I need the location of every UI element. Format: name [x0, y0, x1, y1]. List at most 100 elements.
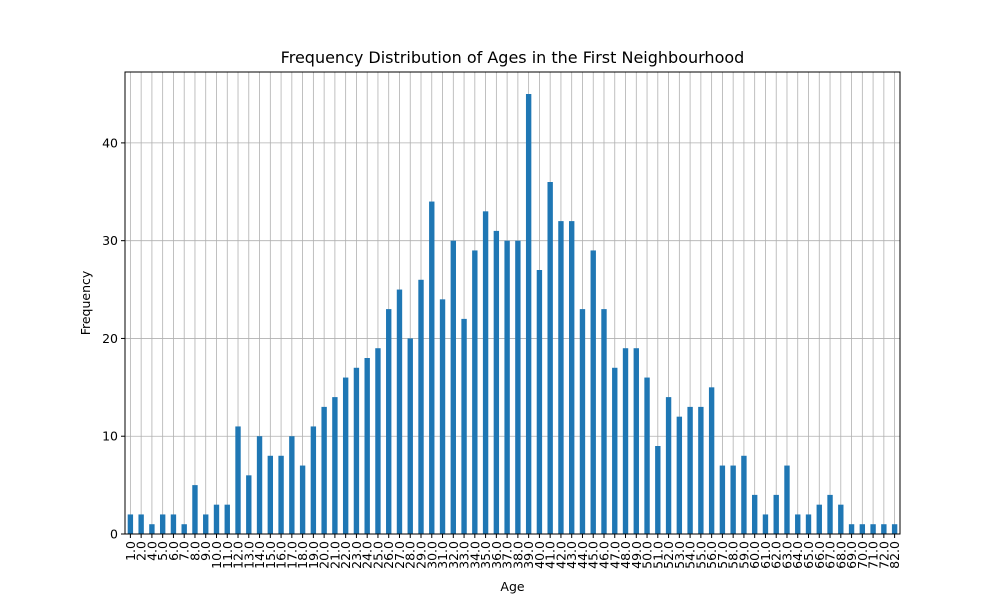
bar [235, 426, 241, 534]
bar [773, 494, 779, 534]
x-tick-label: 8.0 [187, 541, 202, 561]
bar [719, 465, 726, 534]
bar [558, 221, 564, 534]
bar [203, 514, 209, 534]
x-tick-label: 21.0 [327, 541, 342, 569]
y-axis-label: Frequency [78, 270, 93, 335]
bar [891, 524, 898, 534]
bar [170, 514, 177, 534]
bar [655, 446, 661, 534]
bar [601, 309, 607, 534]
bar [342, 377, 349, 534]
bar [504, 240, 510, 534]
x-tick-label: 44.0 [575, 541, 590, 569]
x-tick-label: 33.0 [457, 541, 472, 569]
x-tick-label: 22.0 [338, 541, 353, 569]
x-axis-ticks: 1.02.04.05.06.07.08.09.010.011.012.013.0… [123, 534, 902, 569]
x-tick-label: 57.0 [715, 541, 730, 569]
bar [138, 514, 144, 534]
x-tick-label: 67.0 [823, 541, 838, 569]
x-tick-label: 55.0 [693, 541, 708, 569]
bar [870, 524, 876, 534]
x-axis-label: Age [500, 579, 524, 594]
bar [439, 299, 446, 534]
bar [429, 201, 435, 535]
bar [289, 436, 295, 534]
bar [784, 465, 790, 534]
x-tick-label: 41.0 [543, 541, 558, 569]
bar [622, 348, 629, 534]
bar [461, 318, 467, 534]
x-tick-label: 31.0 [435, 541, 450, 569]
bar [213, 504, 220, 534]
bar [375, 348, 381, 534]
bar [687, 406, 693, 534]
bar [741, 455, 747, 534]
x-tick-label: 5.0 [155, 541, 170, 561]
x-tick-label: 63.0 [779, 541, 794, 569]
x-tick-label: 35.0 [478, 541, 493, 569]
bar [310, 426, 317, 534]
bar [256, 436, 263, 534]
bar [472, 250, 478, 534]
x-tick-label: 6.0 [166, 541, 181, 561]
bar [676, 416, 683, 534]
bar [547, 182, 553, 534]
bar [762, 514, 769, 534]
bar [515, 240, 521, 534]
x-tick-label: 26.0 [381, 541, 396, 569]
x-tick-label: 36.0 [489, 541, 504, 569]
bar [278, 455, 284, 534]
x-tick-label: 1.0 [123, 541, 138, 561]
x-tick-label: 69.0 [844, 541, 859, 569]
x-tick-label: 56.0 [704, 541, 719, 569]
x-tick-label: 34.0 [467, 541, 482, 569]
bar [159, 514, 166, 534]
x-tick-label: 42.0 [553, 541, 568, 569]
bar [450, 240, 456, 534]
x-tick-label: 43.0 [564, 541, 579, 569]
x-tick-label: 13.0 [241, 541, 256, 569]
bar [579, 309, 586, 534]
x-tick-label: 7.0 [177, 541, 192, 561]
x-gridlines [129, 72, 896, 534]
x-tick-label: 59.0 [736, 541, 751, 569]
bar [730, 465, 736, 534]
x-tick-label: 28.0 [403, 541, 418, 569]
bar [612, 367, 618, 534]
x-tick-label: 20.0 [317, 541, 332, 569]
x-tick-label: 37.0 [500, 541, 515, 569]
x-tick-label: 60.0 [747, 541, 762, 569]
x-tick-label: 82.0 [887, 541, 902, 569]
bar [493, 230, 500, 534]
x-tick-label: 15.0 [263, 541, 278, 569]
x-tick-label: 46.0 [596, 541, 611, 569]
x-tick-label: 49.0 [629, 541, 644, 569]
bar [795, 514, 801, 534]
bar [536, 270, 543, 534]
x-tick-label: 52.0 [661, 541, 676, 569]
bar [332, 397, 338, 534]
x-tick-label: 62.0 [769, 541, 784, 569]
x-tick-label: 50.0 [640, 541, 655, 569]
bar [805, 514, 812, 534]
y-tick-label: 30 [102, 233, 118, 248]
bar [708, 387, 715, 534]
x-tick-label: 47.0 [607, 541, 622, 569]
bar [590, 250, 596, 534]
y-tick-label: 0 [110, 527, 118, 542]
bar [386, 309, 392, 534]
x-tick-label: 4.0 [144, 541, 159, 561]
bar [848, 524, 855, 534]
x-tick-label: 24.0 [360, 541, 375, 569]
plot-frame [124, 71, 901, 535]
bar [321, 406, 327, 534]
x-tick-label: 72.0 [876, 541, 891, 569]
chart-title: Frequency Distribution of Ages in the Fi… [281, 48, 745, 67]
bar [816, 504, 822, 534]
x-tick-label: 10.0 [209, 541, 224, 569]
bar [827, 494, 833, 534]
bar [224, 504, 230, 534]
y-tick-label: 10 [102, 429, 118, 444]
bar [299, 465, 306, 534]
